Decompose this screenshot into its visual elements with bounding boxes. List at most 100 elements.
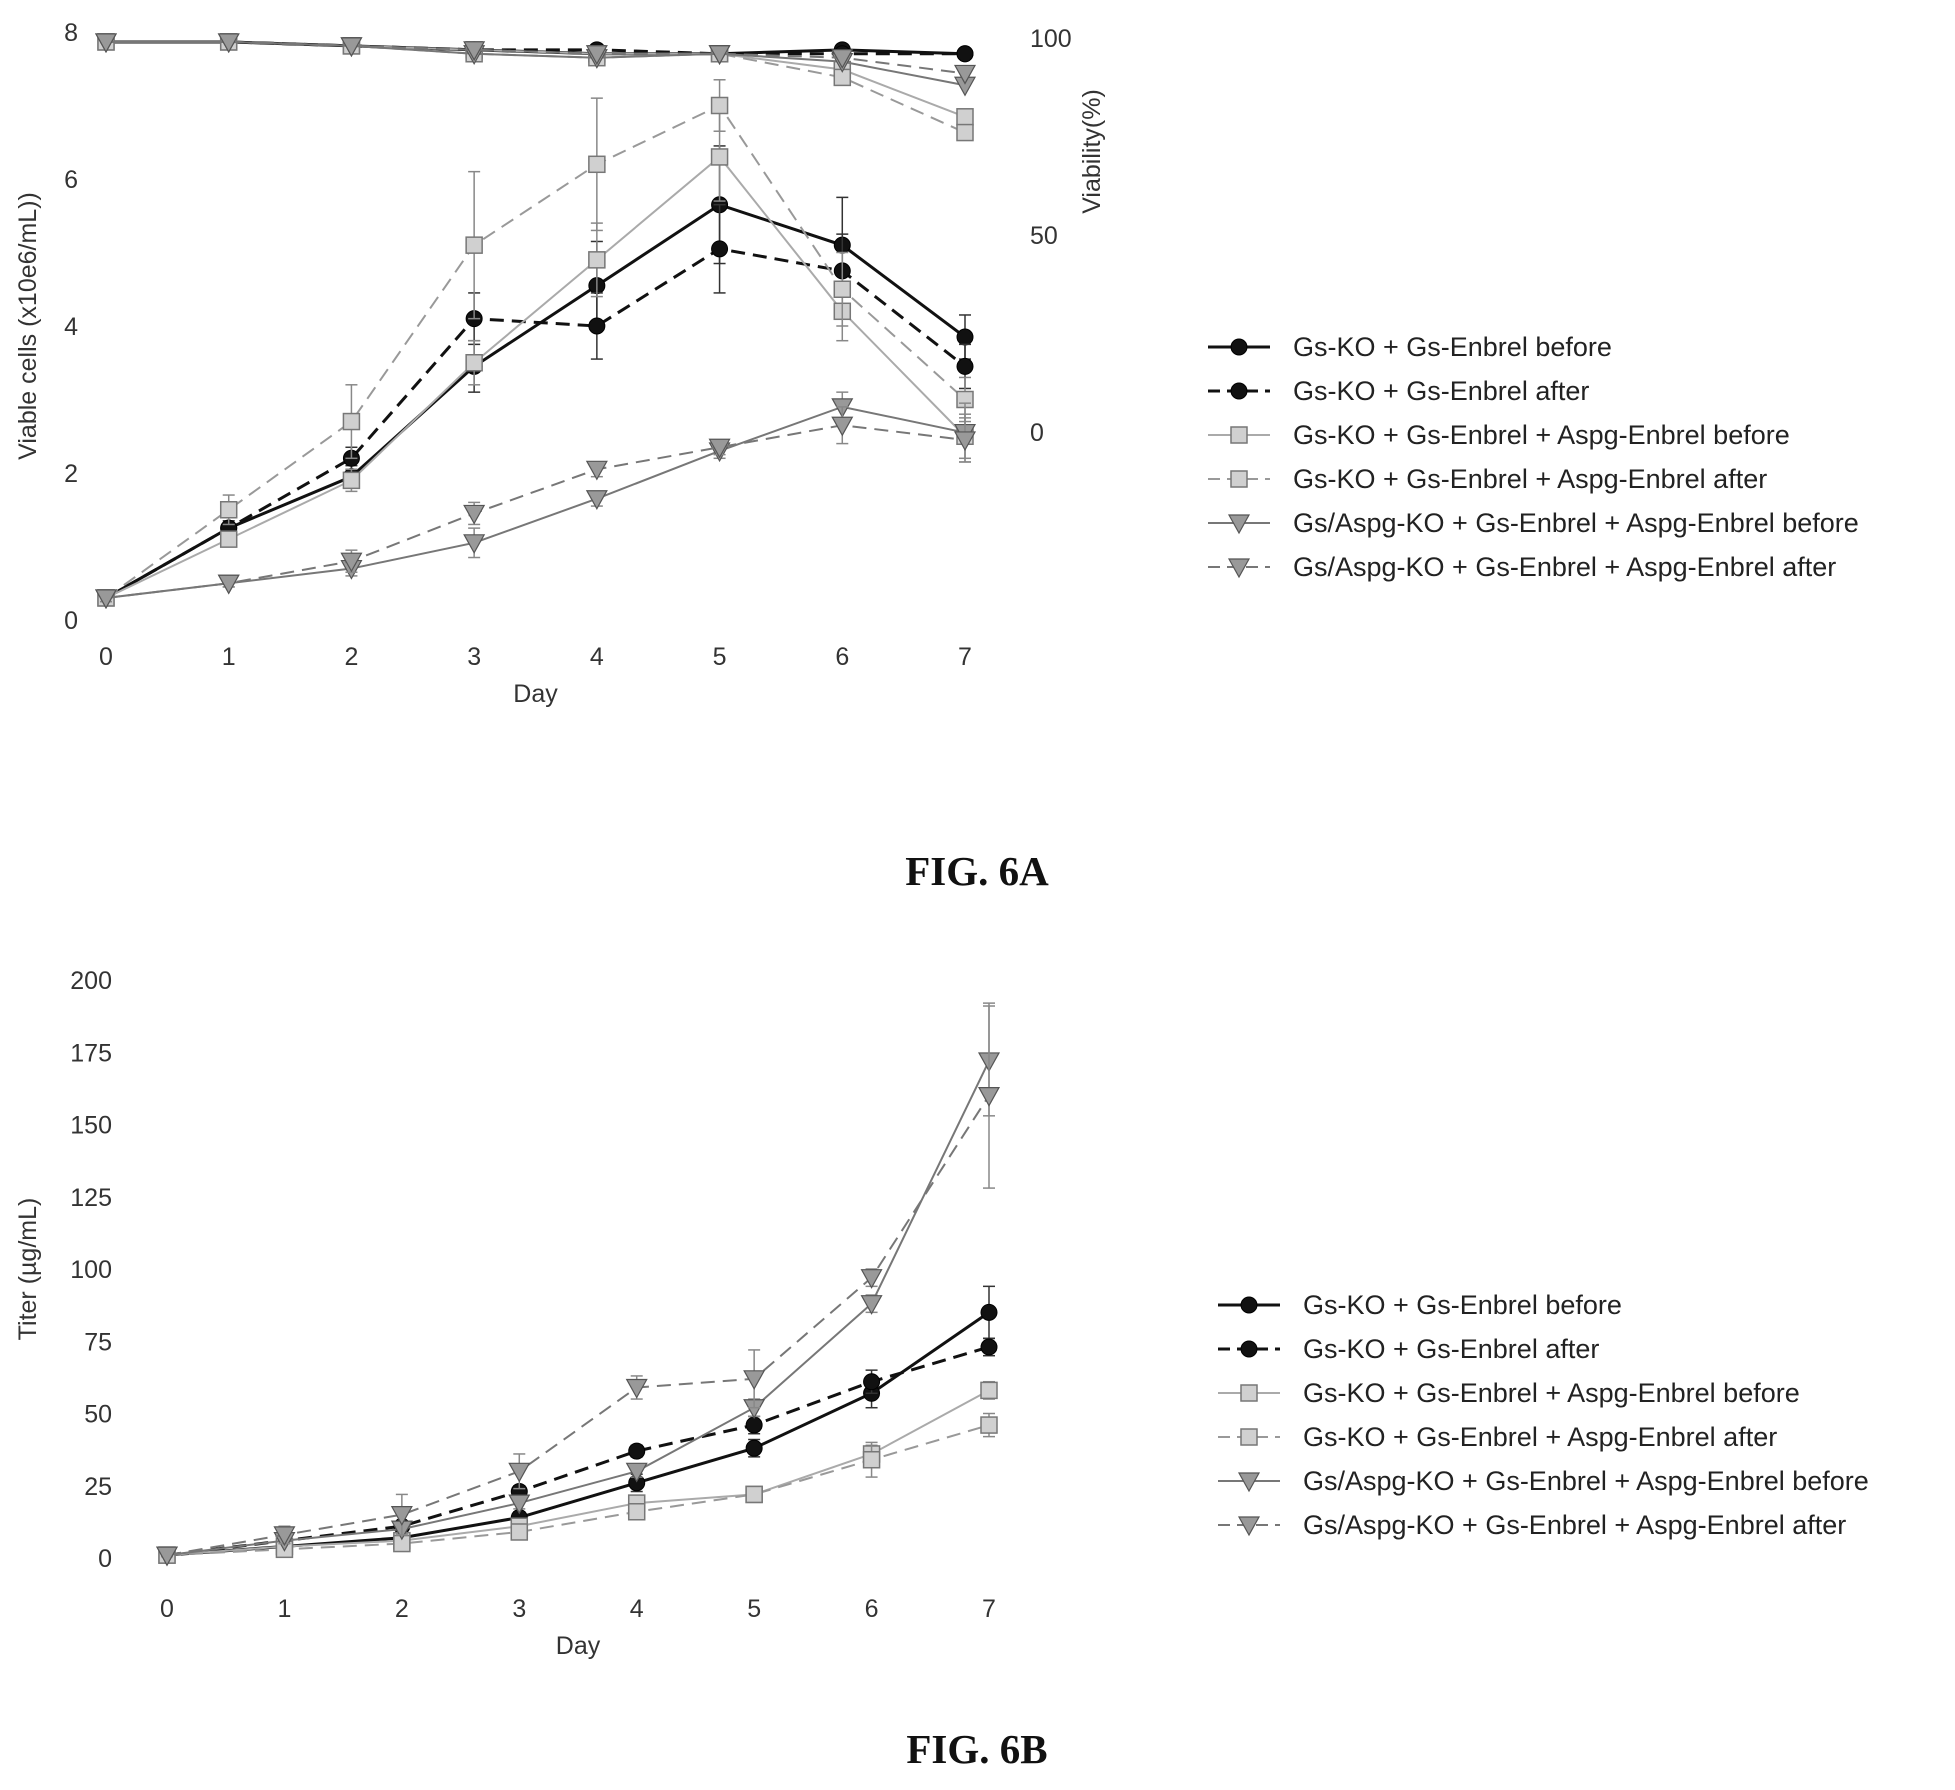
fig6b-data-point-5-4 (625, 1378, 648, 1399)
fig6b-xtick-label-5: 5 (747, 1595, 761, 1623)
fig6b-data-point-5-6 (860, 1269, 883, 1289)
fig6b-data-point-0-5 (745, 1439, 763, 1457)
fig6a-xtick-label-1: 1 (222, 643, 236, 671)
fig6a-data-point-5-7 (953, 431, 977, 452)
fig6a-viability-point-5-2 (340, 37, 363, 58)
fig6a-legend-marker-5 (1227, 558, 1251, 579)
fig6a-series-line-1 (105, 247, 966, 600)
fig6a-xtick-label-6: 6 (835, 643, 849, 671)
fig6b-xtick-label-1: 1 (277, 1595, 291, 1623)
fig6a-series-line-5 (105, 424, 966, 599)
fig6a-xtick-label-2: 2 (344, 643, 358, 671)
fig6b-data-point-4-6 (860, 1295, 883, 1315)
fig6a-xtick-label-4: 4 (590, 643, 604, 671)
fig6b-legend-marker-0 (1240, 1296, 1258, 1314)
fig6a-data-point-2-5 (710, 148, 729, 166)
fig6b-data-point-3-5 (745, 1485, 763, 1504)
fig6a-legend-marker-2 (1230, 426, 1248, 444)
fig6b-series-line-5 (166, 1095, 990, 1557)
fig6b-ytick-label-3: 75 (84, 1328, 112, 1356)
fig6a-y2tick-label-0: 0 (1030, 419, 1044, 447)
fig6a-legend-marker-3 (1230, 470, 1248, 488)
fig6b-legend-marker-1 (1240, 1340, 1258, 1358)
fig6a-data-point-2-2 (342, 471, 361, 490)
fig6b-series-line-2 (166, 1389, 990, 1557)
fig6b-series-line-4 (166, 1060, 990, 1557)
fig6a-data-point-2-1 (219, 530, 238, 548)
fig6a-viability-point-2-7 (956, 108, 974, 126)
fig6a-legend-marker-4 (1227, 514, 1251, 535)
fig6b-xtick-label-2: 2 (395, 1595, 409, 1623)
fig6a-data-point-5-0 (94, 589, 118, 610)
fig6a-series-line-2 (105, 155, 966, 599)
fig6a-viability-point-5-4 (585, 45, 608, 65)
fig6a-legend-marker-0 (1230, 338, 1248, 356)
fig6b-ytick-label-8: 200 (70, 967, 112, 995)
fig6a-data-point-0-7 (956, 328, 974, 346)
fig6b-data-point-5-7 (977, 1086, 1001, 1107)
fig6a-data-point-3-1 (219, 501, 238, 519)
fig6b-data-point-4-3 (508, 1494, 531, 1515)
fig6a-data-point-5-4 (585, 460, 608, 481)
fig6a-xtick-label-5: 5 (713, 643, 727, 671)
fig6b-y-axis-label: Titer (µg/mL) (14, 1198, 42, 1341)
fig6b-legend-label-3: Gs-KO + Gs-Enbrel + Aspg-Enbrel after (1303, 1422, 1777, 1452)
fig6b-data-point-4-4 (625, 1462, 648, 1483)
fig6b-xtick-label-7: 7 (982, 1595, 996, 1623)
fig6a-data-point-5-2 (340, 552, 363, 573)
fig6a-legend-label-5: Gs/Aspg-KO + Gs-Enbrel + Aspg-Enbrel aft… (1293, 552, 1836, 582)
fig6a-data-point-2-3 (465, 354, 483, 372)
fig6a-data-point-3-6 (833, 280, 852, 298)
fig6a-ytick-label-2: 4 (64, 313, 78, 341)
figure-caption-6a: FIG. 6A (905, 848, 1049, 894)
fig6a-data-point-5-5 (708, 438, 731, 459)
fig6b-xtick-label-4: 4 (630, 1595, 644, 1623)
fig6a-data-point-3-3 (465, 236, 483, 254)
fig6b-ytick-label-2: 50 (84, 1401, 112, 1429)
fig6b-data-point-1-7 (980, 1338, 998, 1356)
fig6a-series-line-0 (105, 203, 966, 600)
fig6a-viability-point-1-7 (956, 45, 974, 63)
fig6a-legend-label-2: Gs-KO + Gs-Enbrel + Aspg-Enbrel before (1293, 420, 1790, 450)
fig6a-ytick-label-1: 2 (64, 460, 78, 488)
fig6b-ytick-label-7: 175 (70, 1039, 112, 1067)
fig6a-data-point-5-3 (463, 504, 486, 525)
fig6b-xtick-label-3: 3 (512, 1595, 526, 1623)
fig6a-data-point-1-5 (711, 240, 729, 258)
fig6a-y2tick-label-2: 100 (1030, 25, 1072, 53)
fig6a-ytick-label-4: 8 (64, 19, 78, 47)
fig6a-legend-label-4: Gs/Aspg-KO + Gs-Enbrel + Aspg-Enbrel bef… (1293, 508, 1859, 538)
fig6a-viability-point-5-5 (708, 45, 731, 65)
fig6a-viability-point-3-7 (956, 123, 974, 142)
fig6b-data-point-3-4 (627, 1503, 646, 1521)
fig6b-series-line-3 (166, 1424, 990, 1557)
fig6a-legend-label-3: Gs-KO + Gs-Enbrel + Aspg-Enbrel after (1293, 464, 1767, 494)
fig6b-data-point-3-6 (862, 1450, 881, 1469)
fig6b-data-point-5-2 (390, 1506, 413, 1526)
chart-fig-6b: 0 25 50 75 100 125 150 175 200 0 1 2 3 4 5 6 7 Day Titer (… (14, 967, 1869, 1660)
fig6a-data-point-5-1 (217, 574, 240, 595)
fig6b-legend-marker-2 (1240, 1384, 1258, 1402)
fig6b-legend-label-0: Gs-KO + Gs-Enbrel before (1303, 1290, 1622, 1320)
fig6a-data-point-2-4 (588, 251, 606, 269)
fig6b-data-point-5-3 (508, 1462, 531, 1483)
fig6b-data-point-1-4 (628, 1442, 646, 1460)
fig6b-legend-label-5: Gs/Aspg-KO + Gs-Enbrel + Aspg-Enbrel aft… (1303, 1510, 1846, 1540)
fig6a-y2-axis-label: Viability(%) (1078, 89, 1106, 214)
fig6b-data-point-5-0 (155, 1546, 179, 1567)
fig6b-data-point-5-5 (743, 1370, 766, 1391)
fig6a-legend-label-0: Gs-KO + Gs-Enbrel before (1293, 332, 1612, 362)
fig6a-viability-point-5-1 (217, 33, 240, 54)
chart-fig-6a: 0 2 4 6 8 0 1 2 3 4 5 6 7 Day Viable cells (x10e6/mL))… (14, 19, 1859, 708)
fig6b-ytick-label-1: 25 (84, 1473, 112, 1501)
fig6b-legend-marker-3 (1240, 1428, 1258, 1446)
fig6b-legend-label-2: Gs-KO + Gs-Enbrel + Aspg-Enbrel before (1303, 1378, 1800, 1408)
fig6b-ytick-label-6: 150 (70, 1112, 112, 1140)
fig6a-xtick-label-3: 3 (467, 643, 481, 671)
fig6a-data-point-4-3 (463, 534, 486, 555)
fig6a-x-axis-label: Day (513, 680, 558, 708)
fig6a-xtick-label-0: 0 (99, 643, 113, 671)
fig6a-viability-point-5-0 (94, 33, 118, 54)
fig6b-legend-marker-5 (1237, 1516, 1261, 1537)
